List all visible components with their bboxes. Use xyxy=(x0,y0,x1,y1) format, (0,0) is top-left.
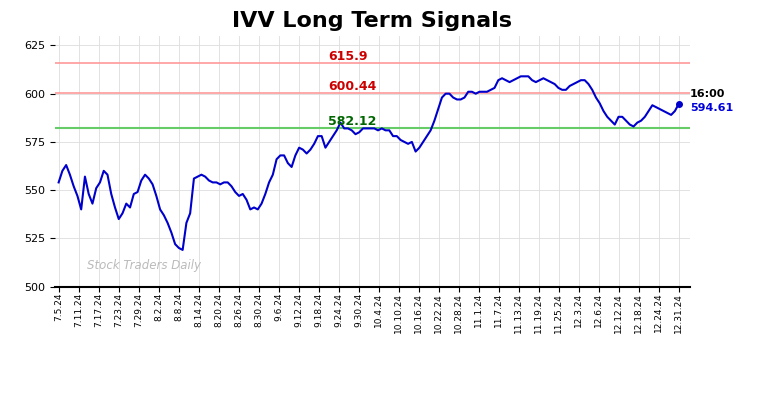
Text: 16:00: 16:00 xyxy=(690,89,725,100)
Text: 582.12: 582.12 xyxy=(328,115,376,128)
Text: 600.44: 600.44 xyxy=(328,80,376,93)
Text: Stock Traders Daily: Stock Traders Daily xyxy=(86,259,201,271)
Text: 594.61: 594.61 xyxy=(690,103,733,113)
Text: 615.9: 615.9 xyxy=(328,50,368,63)
Title: IVV Long Term Signals: IVV Long Term Signals xyxy=(232,12,513,31)
